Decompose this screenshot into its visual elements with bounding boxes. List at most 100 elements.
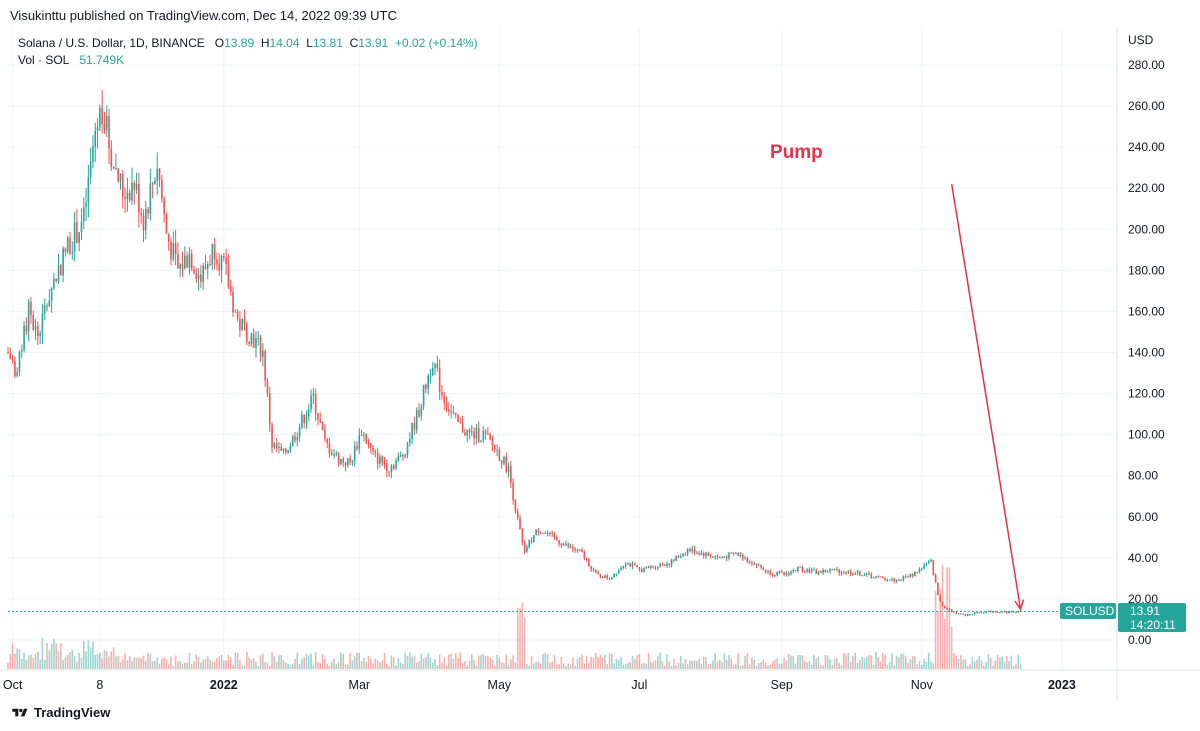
- candle-body: [406, 443, 409, 456]
- candle-body: [172, 243, 175, 260]
- volume-bar: [617, 660, 620, 669]
- candle-body: [438, 367, 441, 392]
- candle-body: [335, 453, 338, 455]
- candle-body: [999, 612, 1001, 614]
- candle-body: [409, 439, 411, 444]
- volume-bar: [367, 655, 370, 669]
- volume-bar: [43, 659, 46, 669]
- volume-bar: [188, 652, 191, 669]
- volume-bar: [810, 664, 813, 669]
- volume-bar: [599, 654, 602, 669]
- candle-body: [778, 571, 781, 573]
- candle-body: [259, 338, 262, 357]
- volume-value: 51.749K: [79, 53, 125, 67]
- y-tick-label: 260.00: [1128, 99, 1165, 113]
- candle-body: [183, 255, 186, 270]
- volume-bar: [879, 661, 882, 669]
- volume-bar: [902, 653, 905, 669]
- volume-bar: [833, 658, 836, 669]
- candle-body: [532, 535, 535, 542]
- volume-bar: [728, 655, 730, 669]
- volume-bar: [372, 663, 374, 669]
- candle-body: [209, 264, 211, 266]
- candle-body: [923, 565, 925, 569]
- volume-bar: [521, 602, 524, 669]
- volume-bar: [16, 648, 18, 669]
- volume-bar: [209, 659, 211, 669]
- candle-body: [324, 429, 326, 439]
- volume-bar: [558, 664, 560, 669]
- candle-body: [87, 177, 90, 203]
- volume-bar: [604, 654, 606, 669]
- volume-bar: [608, 653, 611, 669]
- candle-body: [831, 569, 834, 571]
- candle-body: [1008, 611, 1010, 614]
- volume-bar: [512, 655, 514, 669]
- volume-bar: [840, 665, 843, 669]
- candle-body: [99, 107, 101, 128]
- volume-bar: [25, 659, 28, 669]
- volume-bar: [755, 665, 758, 669]
- volume-bar: [257, 665, 260, 669]
- candle-body: [232, 291, 234, 313]
- candle-body: [964, 613, 967, 617]
- candle-body: [801, 566, 804, 571]
- y-tick-label: 200.00: [1128, 222, 1165, 236]
- volume-bar: [753, 659, 756, 669]
- volume-bar: [758, 663, 760, 669]
- volume-bar: [450, 653, 452, 669]
- candle-body: [558, 540, 560, 544]
- volume-bar: [856, 662, 859, 669]
- candle-body: [415, 409, 418, 430]
- volume-label[interactable]: Vol · SOL: [18, 53, 70, 67]
- candle-body: [78, 232, 80, 243]
- price-axis[interactable]: 0.00 20.00 40.00 60.00 80.00 100.00 120.00 140.…: [1128, 58, 1165, 647]
- candle-body: [135, 183, 138, 190]
- volume-bar: [769, 664, 772, 669]
- volume-bar: [712, 660, 714, 669]
- volume-bar: [103, 650, 106, 669]
- candle-body: [544, 533, 547, 535]
- candle-body: [285, 448, 287, 453]
- candle-body: [679, 556, 682, 558]
- volume-bar: [636, 655, 638, 669]
- candle-body: [891, 578, 893, 580]
- candle-body: [76, 222, 78, 243]
- volume-bar: [581, 654, 583, 669]
- volume-bar: [576, 658, 579, 669]
- candle-body: [852, 574, 854, 576]
- candle-body: [712, 556, 714, 558]
- candle-body: [16, 371, 18, 376]
- volume-bar: [611, 653, 613, 669]
- candle-body: [273, 443, 276, 448]
- candle-body: [1001, 611, 1004, 613]
- candle-body: [161, 179, 163, 200]
- y-tick-label: 40.00: [1128, 551, 1158, 565]
- y-tick-label: 180.00: [1128, 263, 1165, 277]
- candle-body: [482, 430, 485, 441]
- candle-body: [80, 221, 83, 233]
- volume-bar: [190, 663, 193, 669]
- candle-body: [471, 431, 473, 433]
- candle-body: [650, 566, 652, 568]
- volume-bar: [71, 649, 74, 669]
- time-axis[interactable]: Oct 8 2022 Mar May Jul Sep Nov 2023: [3, 678, 1076, 692]
- volume-bar: [668, 661, 671, 669]
- high-label: H: [260, 36, 270, 50]
- candle-body: [353, 446, 356, 462]
- volume-bar: [778, 663, 781, 669]
- volume-bar: [661, 661, 664, 669]
- volume-bar: [101, 658, 103, 669]
- volume-bar: [985, 662, 987, 669]
- candle-body: [367, 443, 370, 445]
- volume-bar: [365, 661, 367, 669]
- tradingview-logo[interactable]: TradingView: [10, 705, 110, 720]
- volume-bar: [530, 656, 533, 669]
- close-label: C: [349, 36, 359, 50]
- volume-bar: [817, 656, 820, 669]
- symbol-name[interactable]: Solana / U.S. Dollar, 1D, BINANCE: [18, 36, 205, 50]
- volume-bar: [264, 661, 266, 669]
- volume-bar: [574, 665, 576, 669]
- open-value: 13.89: [224, 36, 255, 50]
